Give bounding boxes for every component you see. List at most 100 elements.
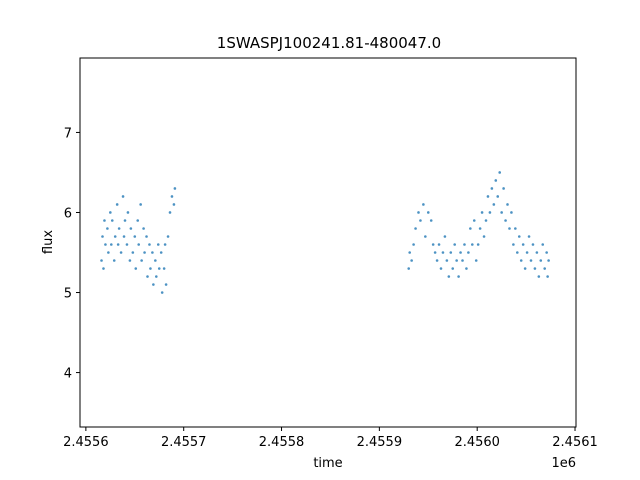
data-point bbox=[541, 243, 545, 246]
data-point bbox=[496, 195, 500, 198]
data-point bbox=[494, 179, 498, 182]
data-point bbox=[476, 243, 480, 246]
data-point bbox=[488, 211, 492, 214]
data-point bbox=[498, 171, 501, 174]
data-point bbox=[435, 259, 439, 262]
data-point bbox=[102, 267, 105, 270]
data-point bbox=[134, 267, 138, 270]
y-tick-label: 4 bbox=[64, 367, 72, 382]
data-point bbox=[465, 267, 468, 270]
data-point bbox=[157, 267, 161, 270]
data-point bbox=[110, 219, 114, 222]
data-point bbox=[510, 211, 513, 214]
data-point bbox=[146, 275, 149, 278]
data-point bbox=[443, 235, 447, 238]
y-tick-label: 5 bbox=[64, 287, 72, 302]
data-point bbox=[467, 251, 470, 254]
data-point bbox=[502, 187, 505, 190]
data-points bbox=[100, 171, 550, 294]
data-point bbox=[159, 251, 163, 254]
data-point bbox=[137, 243, 140, 246]
data-point bbox=[535, 251, 539, 254]
data-point bbox=[457, 275, 460, 278]
data-point bbox=[484, 219, 488, 222]
chart-title: 1SWASPJ100241.81-480047.0 bbox=[217, 34, 441, 52]
data-point bbox=[408, 251, 411, 254]
data-point bbox=[155, 275, 158, 278]
data-point bbox=[142, 227, 145, 230]
data-point bbox=[447, 275, 451, 278]
data-point bbox=[508, 227, 511, 230]
x-axis-offset-label: 1e6 bbox=[551, 456, 576, 471]
data-point bbox=[433, 251, 437, 254]
data-point bbox=[172, 203, 176, 206]
data-point bbox=[136, 219, 140, 222]
data-point bbox=[525, 251, 529, 254]
data-point bbox=[154, 259, 157, 262]
data-point bbox=[143, 251, 146, 254]
data-point bbox=[474, 259, 478, 262]
data-point bbox=[121, 195, 125, 198]
data-point bbox=[422, 203, 425, 206]
data-point bbox=[424, 235, 427, 238]
data-point bbox=[461, 259, 464, 262]
data-point bbox=[533, 267, 537, 270]
data-point bbox=[131, 251, 135, 254]
data-point bbox=[439, 267, 443, 270]
data-point bbox=[119, 251, 123, 254]
data-point bbox=[517, 235, 521, 238]
data-point bbox=[104, 243, 107, 246]
data-point bbox=[115, 203, 119, 206]
data-point bbox=[126, 211, 130, 214]
data-point bbox=[414, 227, 417, 230]
data-point bbox=[500, 211, 503, 214]
data-point bbox=[412, 243, 415, 246]
x-tick-label: 2.4557 bbox=[161, 435, 207, 450]
data-point bbox=[451, 267, 455, 270]
data-point bbox=[116, 243, 120, 246]
y-axis-label: flux bbox=[41, 230, 56, 254]
data-point bbox=[537, 275, 541, 278]
data-point bbox=[523, 267, 527, 270]
data-point bbox=[480, 211, 484, 214]
data-point bbox=[514, 227, 517, 230]
x-tick-label: 2.4559 bbox=[357, 435, 403, 450]
data-point bbox=[122, 235, 126, 238]
data-point bbox=[106, 227, 109, 230]
data-point bbox=[478, 227, 482, 230]
data-point bbox=[140, 259, 143, 262]
data-point bbox=[160, 291, 164, 294]
data-point bbox=[107, 251, 110, 254]
data-point bbox=[426, 211, 430, 214]
x-tick-label: 2.4560 bbox=[454, 435, 500, 450]
data-point bbox=[486, 195, 490, 198]
data-point bbox=[527, 235, 531, 238]
data-point bbox=[410, 259, 413, 262]
data-point bbox=[437, 243, 441, 246]
data-point bbox=[529, 259, 533, 262]
data-point bbox=[149, 267, 152, 270]
data-point bbox=[110, 243, 113, 246]
data-point bbox=[516, 251, 519, 254]
data-point bbox=[168, 211, 172, 214]
data-point bbox=[151, 251, 154, 254]
data-point bbox=[543, 267, 546, 270]
data-point bbox=[470, 243, 474, 246]
data-point bbox=[152, 283, 155, 286]
data-point bbox=[512, 243, 515, 246]
x-axis: 2.4556 2.4557 2.4558 2.4559 2.4560 2.4561 bbox=[63, 427, 598, 450]
data-point bbox=[504, 219, 507, 222]
data-point bbox=[419, 219, 422, 222]
data-point bbox=[453, 243, 456, 246]
data-point bbox=[100, 259, 103, 262]
data-point bbox=[469, 227, 472, 230]
data-point bbox=[519, 259, 523, 262]
data-point bbox=[445, 259, 449, 262]
data-point bbox=[101, 235, 104, 238]
data-point bbox=[170, 195, 174, 198]
data-point bbox=[431, 243, 435, 246]
x-tick-label: 2.4558 bbox=[259, 435, 305, 450]
data-point bbox=[163, 243, 167, 246]
y-tick-label: 7 bbox=[64, 126, 72, 141]
